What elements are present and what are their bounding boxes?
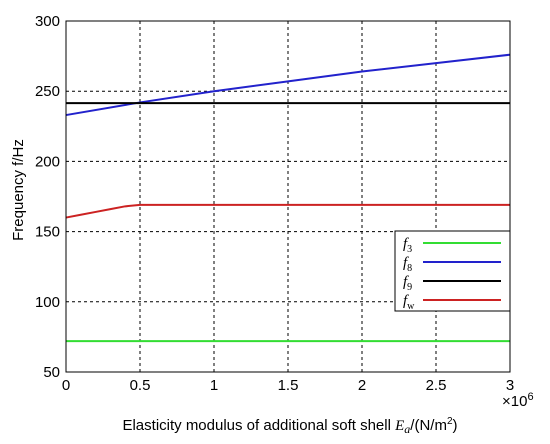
y-tick-label: 200 (35, 153, 60, 170)
x-axis-units-sup: 2 (447, 416, 453, 427)
x-axis-symbol-sub: a (404, 422, 410, 436)
x-tick-label: 3 (506, 377, 514, 394)
x-axis-label-text: Elasticity modulus of additional soft sh… (122, 417, 390, 434)
x-tick-label: 1.5 (278, 377, 299, 394)
x-tick-label: 1 (210, 377, 218, 394)
grid (66, 21, 510, 372)
x-axis-symbol: E (394, 418, 404, 434)
legend-label-f8: f8 (403, 255, 412, 274)
legend-label-fw: fw (403, 293, 415, 312)
y-tick-label: 300 (35, 13, 60, 30)
y-tick-label: 100 (35, 294, 60, 311)
y-tick-label: 150 (35, 224, 60, 241)
x-axis-multiplier: ×106 (502, 391, 534, 410)
x-tick-label: 0 (62, 377, 70, 394)
legend-label-f3: f3 (403, 236, 412, 255)
legend-box (394, 230, 511, 312)
y-tick-label: 50 (43, 364, 60, 381)
x-tick-label: 2 (358, 377, 366, 394)
x-multiplier-exponent: 6 (527, 391, 533, 403)
plot-frame (65, 20, 511, 373)
series-line-fw (65, 203, 510, 219)
x-axis-units: /(N/m (410, 417, 447, 434)
x-axis-units-end: ) (453, 417, 458, 434)
y-tick-label: 250 (35, 83, 60, 100)
y-tick-labels: 50 100 150 200 250 300 (35, 13, 60, 381)
series-layer (65, 53, 511, 343)
x-axis-label: Elasticity modulus of additional soft sh… (122, 416, 457, 436)
x-tick-label: 0.5 (130, 377, 151, 394)
legend-label-f9: f9 (403, 274, 412, 293)
x-multiplier-base: ×10 (502, 393, 527, 410)
y-axis-label: Frequency f/Hz (10, 139, 27, 241)
x-tick-labels: 0 0.5 1 1.5 2 2.5 3 (62, 377, 514, 394)
x-tick-label: 2.5 (426, 377, 447, 394)
